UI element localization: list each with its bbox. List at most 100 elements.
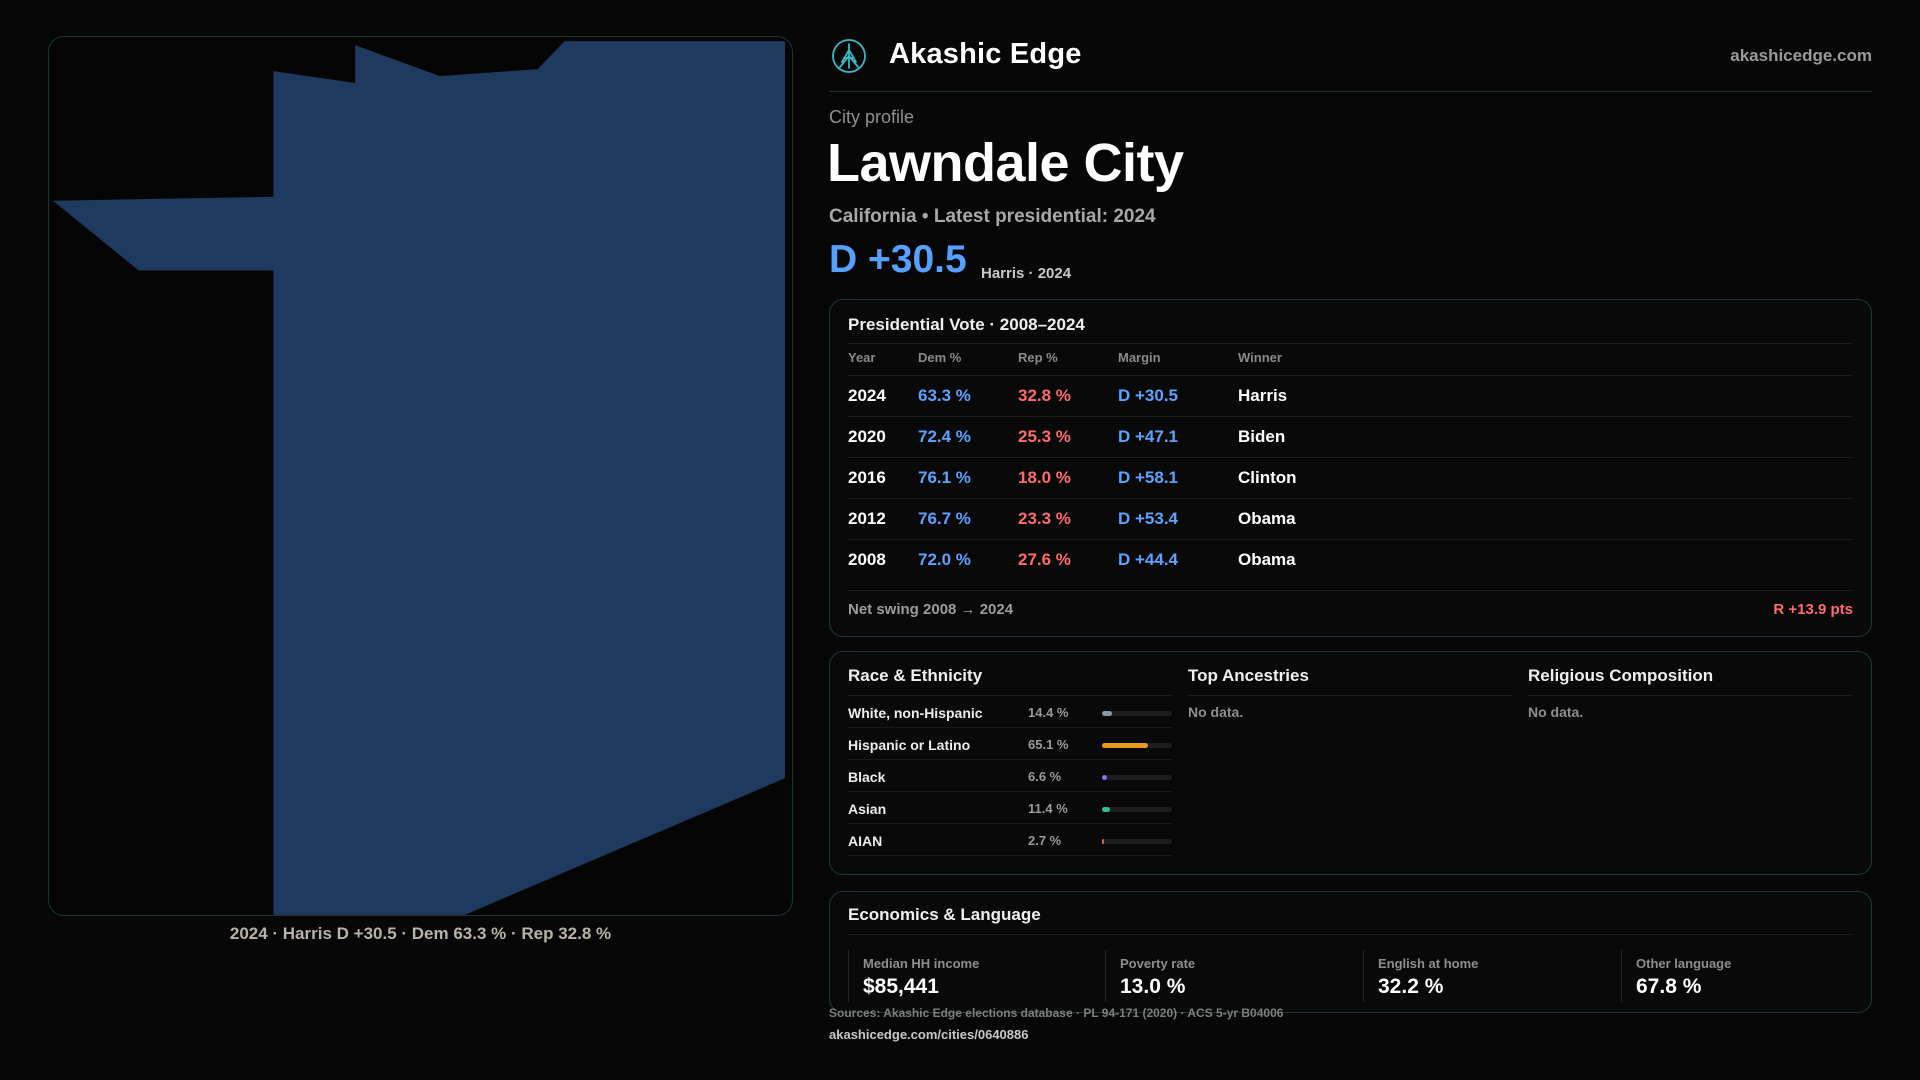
net-swing-label: Net swing 2008 → 2024: [848, 601, 1014, 618]
vote-row-2020: 2020 72.4 % 25.3 % D +47.1 Biden: [848, 416, 1853, 457]
race-bar-fill: [1102, 807, 1110, 812]
econ-value: 32.2 %: [1378, 975, 1444, 998]
race-percent: 14.4 %: [1028, 705, 1069, 720]
race-percent: 6.6 %: [1028, 769, 1062, 784]
latest-margin-note: Harris · 2024: [981, 265, 1072, 282]
econ-stat-other-language: Other language 67.8 %: [1621, 950, 1851, 1002]
religion-title: Religious Composition: [1528, 666, 1852, 696]
race-name: AIAN: [848, 833, 883, 849]
vote-dem: 72.0 %: [918, 550, 971, 569]
latest-margin: D +30.5: [829, 238, 967, 281]
econ-value: 13.0 %: [1120, 975, 1186, 998]
race-name: Asian: [848, 801, 887, 817]
vote-year: 2020: [848, 427, 886, 446]
vote-rep: 23.3 %: [1018, 509, 1071, 528]
race-bar-fill: [1102, 839, 1105, 844]
econ-label: Median HH income: [863, 956, 980, 971]
race-name: Black: [848, 769, 886, 785]
vote-dem: 63.3 %: [918, 386, 971, 405]
vote-rep: 32.8 %: [1018, 386, 1071, 405]
sources-note: Sources: Akashic Edge elections database…: [829, 1006, 1284, 1020]
race-percent: 11.4 %: [1028, 801, 1068, 816]
divider: [848, 590, 1853, 591]
net-swing-value: R +13.9 pts: [1773, 601, 1853, 618]
vote-margin: D +58.1: [1118, 468, 1179, 487]
race-bar-fill: [1102, 711, 1113, 716]
race-percent: 65.1 %: [1028, 737, 1069, 752]
econ-label: Other language: [1636, 956, 1732, 971]
race-bar-track: [1102, 807, 1172, 812]
vote-dem: 76.1 %: [918, 468, 971, 487]
race-bar-track: [1102, 775, 1172, 780]
tree-emblem-icon[interactable]: [831, 38, 867, 74]
vote-rep: 27.6 %: [1018, 550, 1071, 569]
col-header-dem: Dem %: [918, 350, 962, 365]
race-row: Black 6.6 %: [848, 760, 1172, 792]
vote-margin: D +30.5: [1118, 386, 1179, 405]
vote-row-2024: 2024 63.3 % 32.8 % D +30.5 Harris: [848, 375, 1853, 416]
site-url[interactable]: akashicedge.com: [1730, 46, 1872, 65]
city-boundary-map[interactable]: [48, 36, 793, 916]
race-bar-track: [1102, 743, 1172, 748]
city-boundary-shape: [52, 41, 786, 915]
page-subtitle: California • Latest presidential: 2024: [829, 206, 1156, 227]
vote-winner: Obama: [1238, 550, 1296, 569]
vote-row-2012: 2012 76.7 % 23.3 % D +53.4 Obama: [848, 498, 1853, 539]
page-eyebrow: City profile: [829, 107, 915, 127]
race-bar-fill: [1102, 775, 1107, 780]
race-ethnicity-section: Race & Ethnicity White, non-Hispanic 14.…: [848, 666, 1172, 856]
brand-name[interactable]: Akashic Edge: [889, 38, 1082, 70]
divider: [848, 343, 1853, 344]
race-bar-track: [1102, 839, 1172, 844]
race-name: White, non-Hispanic: [848, 705, 983, 721]
econ-value: 67.8 %: [1636, 975, 1702, 998]
vote-card-title: Presidential Vote · 2008–2024: [848, 315, 1085, 334]
vote-margin: D +53.4: [1118, 509, 1179, 528]
vote-rep: 25.3 %: [1018, 427, 1071, 446]
divider: [848, 934, 1853, 935]
vote-winner: Biden: [1238, 427, 1286, 446]
ancestries-empty: No data.: [1188, 704, 1244, 720]
vote-margin: D +47.1: [1118, 427, 1179, 446]
col-header-margin: Margin: [1118, 350, 1161, 365]
vote-year: 2008: [848, 550, 886, 569]
vote-dem: 72.4 %: [918, 427, 971, 446]
economics-card: Economics & Language Median HH income $8…: [829, 891, 1872, 1013]
race-bar-track: [1102, 711, 1172, 716]
page-url-link[interactable]: akashicedge.com/cities/0640886: [829, 1027, 1029, 1042]
vote-year: 2012: [848, 509, 886, 528]
ancestries-section: Top Ancestries No data.: [1188, 666, 1512, 720]
city-boundary-polygon: [52, 41, 786, 915]
vote-year: 2024: [848, 386, 886, 405]
page-title: Lawndale City: [827, 133, 1184, 193]
vote-rep: 18.0 %: [1018, 468, 1071, 487]
presidential-vote-card: Presidential Vote · 2008–2024 Year Dem %…: [829, 299, 1872, 637]
econ-stat-income: Median HH income $85,441: [848, 950, 1098, 1002]
race-bar-fill: [1102, 743, 1148, 748]
econ-label: Poverty rate: [1120, 956, 1196, 971]
vote-margin: D +44.4: [1118, 550, 1179, 569]
demographics-card: Race & Ethnicity White, non-Hispanic 14.…: [829, 651, 1872, 875]
econ-stat-poverty: Poverty rate 13.0 %: [1105, 950, 1355, 1002]
ancestries-title: Top Ancestries: [1188, 666, 1512, 696]
religion-section: Religious Composition No data.: [1528, 666, 1852, 720]
race-percent: 2.7 %: [1028, 833, 1062, 848]
vote-winner: Harris: [1238, 386, 1288, 405]
vote-dem: 76.7 %: [918, 509, 971, 528]
religion-empty: No data.: [1528, 704, 1584, 720]
race-row: Asian 11.4 %: [848, 792, 1172, 824]
econ-value: $85,441: [863, 975, 939, 998]
col-header-winner: Winner: [1238, 350, 1282, 365]
col-header-rep: Rep %: [1018, 350, 1058, 365]
race-name: Hispanic or Latino: [848, 737, 971, 753]
vote-winner: Obama: [1238, 509, 1296, 528]
race-row: AIAN 2.7 %: [848, 824, 1172, 856]
vote-winner: Clinton: [1238, 468, 1297, 487]
vote-year: 2016: [848, 468, 886, 487]
econ-label: English at home: [1378, 956, 1479, 971]
econ-stat-english: English at home 32.2 %: [1363, 950, 1613, 1002]
race-list: White, non-Hispanic 14.4 % Hispanic or L…: [848, 696, 1172, 856]
race-section-title: Race & Ethnicity: [848, 666, 1172, 696]
economics-title: Economics & Language: [848, 905, 1041, 924]
